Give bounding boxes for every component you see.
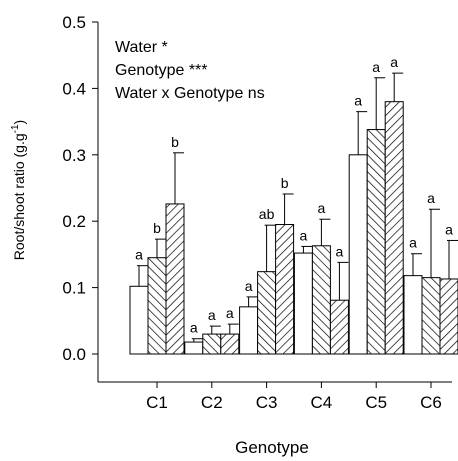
bar [129,285,149,355]
y-tick-label: 0.4 [62,79,86,98]
significance-letter: a [390,54,398,70]
significance-letter: a [372,59,380,75]
bar [403,275,423,355]
x-tick-label: C1 [146,393,168,412]
y-tick-label: 0.1 [62,279,86,298]
x-tick-label: C2 [201,393,223,412]
x-tick-label: C5 [365,393,387,412]
bar [275,224,295,355]
y-tick-label: 0.2 [62,212,86,231]
annotation: Genotype *** [115,62,208,79]
significance-letter: a [226,305,234,321]
significance-letter: b [281,175,289,191]
significance-letter: a [409,235,417,251]
y-tick-label: 0.0 [62,345,86,364]
x-tick-label: C3 [256,393,278,412]
y-tick-label: 0.5 [62,13,86,32]
significance-letter: a [336,243,344,259]
significance-letter: b [153,220,161,236]
annotation: Water x Genotype ns [115,85,265,102]
bar [257,271,277,355]
y-axis-label-sup: -1 [10,124,21,133]
significance-letter: b [171,134,179,150]
bar [311,245,331,355]
x-axis-label: Genotype [235,438,309,457]
significance-letter: a [354,93,362,109]
bar [239,306,259,355]
bar [439,278,458,355]
significance-letter: a [208,307,216,323]
significance-letter: a [135,247,143,263]
annotation: Water * [115,39,168,56]
y-axis-label-end: ) [11,120,27,125]
bar [329,299,349,355]
bar [348,154,368,355]
y-axis-label: Root/shoot ratio (g.g-1) [10,120,27,260]
y-tick-label: 0.3 [62,146,86,165]
bar [165,203,185,355]
bar [220,333,240,355]
significance-letter: a [318,200,326,216]
x-tick-label: C6 [420,393,442,412]
bar [184,341,204,355]
x-tick-label: C4 [311,393,333,412]
bar [202,333,222,355]
bar [384,101,404,355]
significance-letter: a [445,221,453,237]
bar [293,252,313,355]
significance-letter: a [245,278,253,294]
bar [421,277,441,355]
significance-letter: ab [259,206,275,222]
y-axis-label-text: Root/shoot ratio (g.g [11,133,27,260]
bar [366,129,386,355]
significance-letter: a [190,320,198,336]
significance-letter: a [300,227,308,243]
bar [147,257,167,355]
significance-letter: a [427,190,435,206]
